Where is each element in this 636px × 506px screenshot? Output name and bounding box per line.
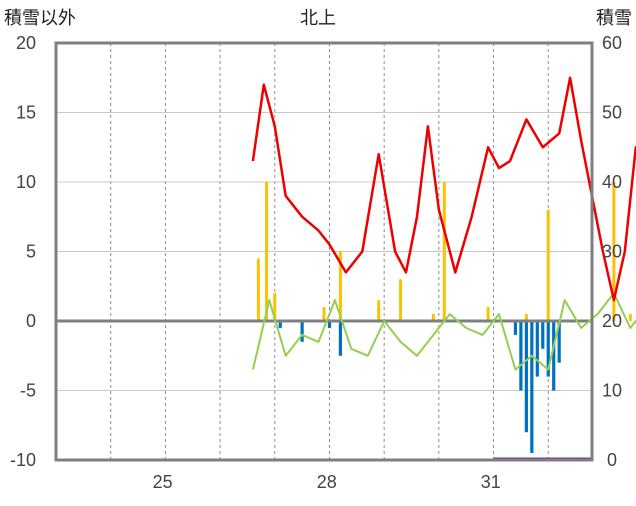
- negative-bar: [552, 321, 556, 391]
- x-tick-label: 25: [153, 472, 173, 492]
- grid-lines: [55, 43, 592, 460]
- right-y-tick-label: 20: [602, 311, 622, 331]
- precipitation-bar: [486, 307, 490, 321]
- precipitation-bar: [322, 307, 326, 321]
- precipitation-bar: [338, 251, 342, 321]
- left-y-tick-label: 20: [16, 33, 36, 53]
- negative-bars: [278, 321, 561, 454]
- precipitation-bar: [546, 209, 550, 321]
- precipitation-bar: [612, 182, 616, 321]
- precipitation-bar: [399, 279, 403, 321]
- precipitation-bar: [273, 293, 277, 321]
- left-y-tick-label: -5: [20, 381, 36, 401]
- negative-bar: [278, 321, 282, 328]
- right-y-tick-label: 50: [602, 103, 622, 123]
- precipitation-bar: [256, 258, 260, 321]
- precipitation-bar: [377, 300, 381, 321]
- precipitation-bar: [628, 314, 632, 321]
- right-y-tick-label: 40: [602, 172, 622, 192]
- right-y-tick-label: 30: [602, 242, 622, 262]
- precipitation-bar: [524, 314, 528, 321]
- left-y-tick-label: 10: [16, 172, 36, 192]
- left-y-tick-label: 15: [16, 103, 36, 123]
- negative-bar: [530, 321, 534, 454]
- negative-bar: [513, 321, 518, 335]
- precipitation-bar: [265, 182, 269, 321]
- axis-labels: 20151050-5-10605040302010025283136912151…: [10, 33, 622, 492]
- temperature-line: [251, 292, 636, 371]
- negative-bar: [546, 321, 550, 377]
- negative-bar: [535, 321, 539, 377]
- negative-bar: [541, 321, 545, 349]
- negative-bar: [524, 321, 528, 433]
- plot-border: [54, 41, 594, 462]
- negative-bar: [327, 321, 332, 328]
- negative-bar: [557, 321, 561, 363]
- snow-depth-line: [251, 76, 636, 302]
- precipitation-bar: [431, 314, 435, 321]
- negative-bar: [519, 321, 523, 391]
- precipitation-bar: [442, 182, 446, 321]
- left-axis-label: 積雪以外: [4, 8, 76, 28]
- precipitation-bars: [256, 182, 632, 321]
- chart-title: 北上: [300, 8, 336, 28]
- left-y-tick-label: -10: [10, 450, 36, 470]
- right-axis-label: 積雪: [596, 8, 632, 28]
- x-tick-label: 31: [481, 472, 501, 492]
- left-y-tick-label: 5: [26, 242, 36, 262]
- right-y-tick-label: 60: [602, 33, 622, 53]
- negative-bar: [338, 321, 343, 356]
- x-tick-label: 28: [317, 472, 337, 492]
- right-y-tick-label: 0: [607, 450, 617, 470]
- right-y-tick-label: 10: [602, 381, 622, 401]
- negative-bar: [300, 321, 304, 342]
- left-y-tick-label: 0: [26, 311, 36, 331]
- plot-frame: [54, 41, 594, 462]
